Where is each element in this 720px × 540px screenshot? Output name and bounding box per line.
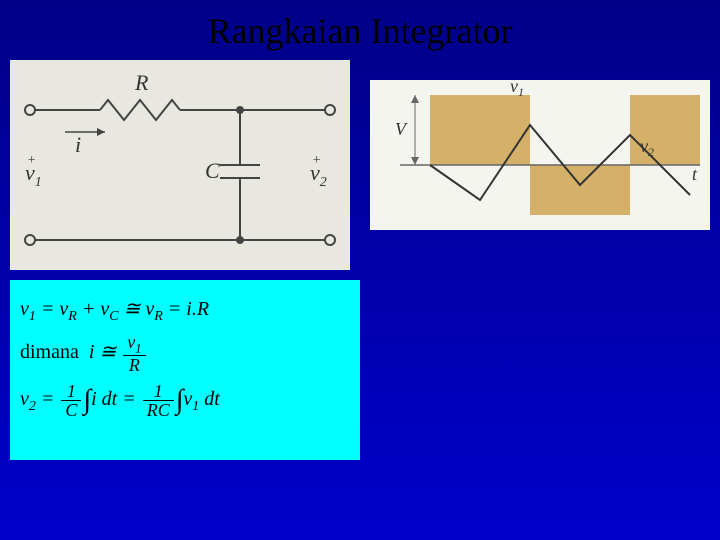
equation-2: dimana i ≅ v1R xyxy=(20,333,350,374)
label-R: R xyxy=(134,70,149,95)
circuit-svg: R i C v1+ v2+ xyxy=(10,60,350,270)
page-title: Rangkaian Integrator xyxy=(0,0,720,52)
label-v1: v1+ xyxy=(25,153,42,190)
label-C: C xyxy=(205,158,220,183)
equation-1: v1 = vR + vC ≅ vR = i.R xyxy=(20,296,350,325)
label-v2: v2+ xyxy=(310,153,327,190)
equations-panel: v1 = vR + vC ≅ vR = i.R dimana i ≅ v1R v… xyxy=(10,280,360,460)
equation-3: v2 = 1C∫i dt = 1RC∫v1 dt xyxy=(20,382,350,419)
label-i: i xyxy=(75,132,81,157)
waveform-diagram: v1 v2 V t xyxy=(370,80,710,230)
wave-label-t: t xyxy=(692,164,698,184)
waveform-svg: v1 v2 V t xyxy=(370,80,710,230)
wave-label-V: V xyxy=(395,119,408,139)
circuit-diagram: R i C v1+ v2+ xyxy=(10,60,350,270)
